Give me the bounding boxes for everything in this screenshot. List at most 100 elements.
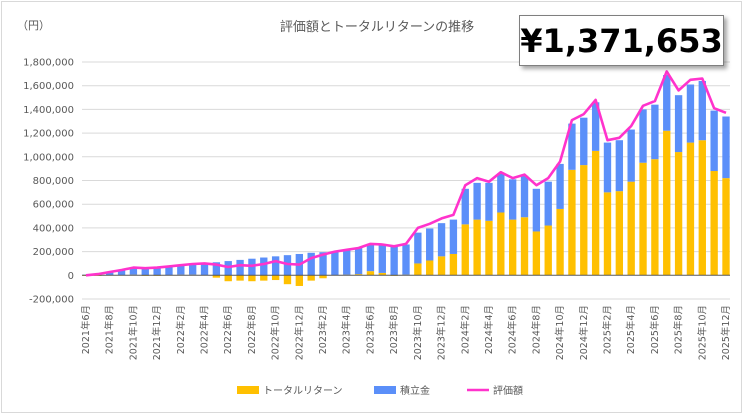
x-tick-label: 2022年4月	[199, 305, 211, 354]
y-tick-label: 1,200,000	[23, 129, 74, 140]
y-tick-label: 1,800,000	[23, 58, 74, 69]
y-tick-label: 400,000	[33, 223, 74, 234]
contribution-bar	[651, 104, 659, 160]
x-tick-label: 2024年4月	[483, 305, 495, 354]
contribution-bar	[698, 80, 706, 141]
return-bar	[212, 275, 221, 278]
valuation-line-group	[85, 70, 727, 277]
contribution-bar	[426, 228, 434, 261]
contribution-bar	[485, 182, 493, 221]
legend: トータルリターン 積立金 評価額	[237, 384, 523, 397]
y-tick-label: 800,000	[33, 176, 74, 187]
return-bar	[639, 162, 647, 276]
return-bar	[603, 192, 612, 276]
contribution-bar	[331, 251, 339, 276]
return-bar	[378, 272, 386, 276]
x-tick-label: 2025年8月	[673, 305, 685, 354]
contribution-bar	[639, 109, 647, 163]
contribution-bar	[568, 123, 576, 170]
contribution-bar	[141, 267, 149, 276]
return-bar	[449, 253, 458, 276]
x-tick-label: 2022年10月	[270, 305, 282, 360]
return-bar	[461, 224, 469, 276]
contribution-bar	[627, 129, 635, 182]
return-bar	[497, 212, 505, 276]
x-tick-label: 2025年4月	[625, 305, 637, 354]
x-tick-label: 2022年8月	[246, 305, 258, 354]
return-bar	[508, 219, 517, 276]
contribution-bar	[461, 188, 469, 225]
x-tick-label: 2023年6月	[364, 305, 376, 354]
return-bar	[627, 181, 635, 276]
x-tick-label: 2023年12月	[436, 305, 448, 360]
return-bar	[236, 275, 244, 281]
x-tick-label: 2025年12月	[720, 305, 732, 360]
return-bar	[224, 275, 232, 282]
contribution-bar	[580, 117, 588, 166]
y-tick-label: -200,000	[29, 295, 74, 306]
return-bar	[520, 217, 529, 276]
x-tick-label: 2025年10月	[696, 305, 708, 360]
valuation-line	[85, 70, 727, 277]
x-axis-ticks: 2021年6月 2021年8月 2021年10月 2021年12月 2022年2月 202…	[80, 305, 732, 360]
y-tick-label: 0	[68, 271, 74, 282]
return-bar	[686, 142, 695, 276]
contribution-bar	[402, 244, 410, 275]
return-bar	[532, 231, 541, 276]
contribution-bar	[307, 252, 315, 276]
return-bar	[260, 275, 268, 281]
return-bar	[485, 220, 493, 276]
return-bar	[580, 165, 588, 276]
contribution-bar	[674, 95, 683, 153]
contribution-bar	[722, 116, 730, 179]
contribution-bar	[177, 265, 185, 275]
return-bar	[271, 275, 280, 281]
x-tick-label: 2022年12月	[293, 305, 305, 360]
return-bar	[698, 140, 706, 276]
contribution-bar	[556, 163, 564, 209]
return-bar	[615, 191, 624, 276]
x-tick-label: 2021年8月	[104, 305, 116, 354]
y-axis-ticks: 1,800,000 1,600,000 1,400,000 1,200,000 1,00…	[23, 58, 74, 306]
return-bar	[556, 208, 564, 276]
y-tick-label: 1,000,000	[23, 152, 74, 163]
legend-label: 評価額	[493, 384, 523, 397]
y-axis-unit: （円）	[17, 19, 50, 32]
y-tick-label: 600,000	[33, 200, 74, 211]
return-bar	[414, 263, 422, 276]
return-bar	[568, 169, 576, 276]
contribution-bar	[508, 179, 517, 220]
x-tick-label: 2024年12月	[578, 305, 590, 360]
legend-label: トータルリターン	[263, 385, 343, 397]
return-bar	[674, 152, 683, 276]
x-tick-label: 2023年4月	[341, 305, 353, 354]
x-tick-label: 2025年2月	[601, 305, 613, 354]
contribution-bar	[106, 271, 114, 276]
return-bar	[591, 150, 600, 276]
x-tick-label: 2021年6月	[80, 305, 92, 354]
contribution-bar	[129, 267, 138, 275]
contribution-bar	[497, 173, 505, 213]
x-tick-label: 2024年6月	[507, 305, 519, 354]
contribution-bar	[437, 223, 446, 257]
contribution-bar	[212, 262, 221, 276]
contribution-bar	[343, 249, 351, 275]
contribution-bar	[260, 257, 268, 276]
return-bar	[710, 171, 718, 276]
contribution-bar	[378, 244, 386, 273]
legend-swatch	[374, 386, 396, 394]
contribution-bar	[414, 232, 422, 264]
y-tick-label: 1,400,000	[23, 105, 74, 116]
x-tick-label: 2024年10月	[554, 305, 566, 360]
return-bar	[426, 260, 434, 276]
return-bar	[307, 275, 315, 281]
return-bar	[473, 219, 481, 276]
contribution-bar	[200, 263, 209, 276]
contribution-bar	[153, 267, 161, 276]
return-bar	[354, 274, 363, 276]
return-bar	[544, 225, 552, 276]
y-tick-label: 200,000	[33, 247, 74, 258]
legend-label: 積立金	[400, 384, 430, 397]
